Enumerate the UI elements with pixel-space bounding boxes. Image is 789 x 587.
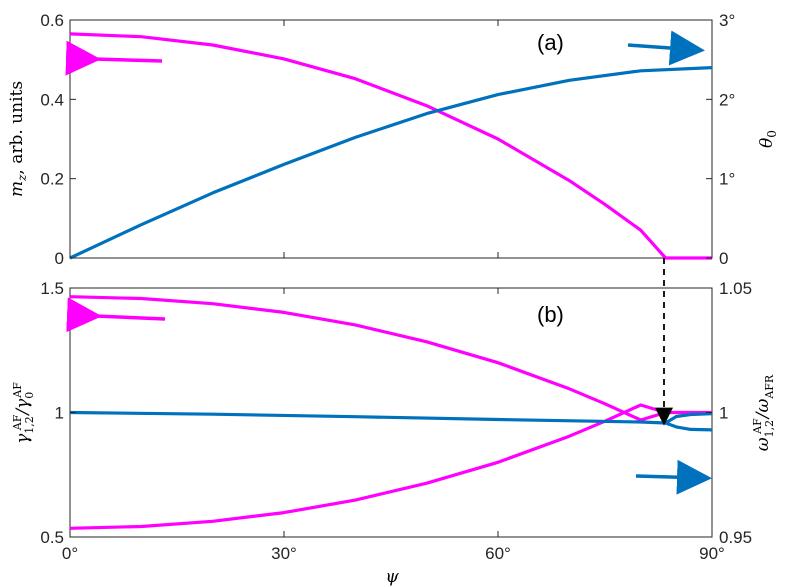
series-line-b-3 (69, 410, 666, 425)
x-tick-label-2: 60° (485, 544, 511, 563)
x-tick-label-0: 0° (62, 544, 78, 563)
panel-a-right-ylabel: θ0 (757, 130, 779, 148)
panel-b-label: (b) (537, 302, 564, 327)
y-tick-label-right-b-1: 1 (719, 404, 728, 423)
y-tick-label-right-b-0: 0.95 (719, 528, 752, 547)
series-line-b-1 (69, 403, 667, 530)
y-tick-label-left-a-2: 0.4 (40, 90, 64, 109)
panel-b-right-arrow (635, 459, 712, 495)
y-tick-label-left-b-2: 1.5 (40, 279, 64, 298)
panel-a-frame (69, 19, 713, 259)
panel-b-left-arrow (66, 297, 166, 333)
panel-a-label: (a) (537, 30, 564, 55)
panel-a-left-arrow (65, 40, 163, 76)
y-tick-label-left-b-0: 0.5 (40, 528, 64, 547)
panel-a: 0 0.2 0.4 0.6 0 1° 2° 3° (a) mz, arb. units θ0 (7, 11, 779, 268)
panel-b: 0° 30° 60° 90° 0.5 1 1.5 0.95 1 1.05 (b) γ1,2AF/γ… (11, 279, 776, 587)
x-axis-label: ψ (385, 567, 399, 587)
x-tick-label-1: 30° (271, 544, 297, 563)
y-tick-label-right-a-0: 0 (719, 249, 728, 268)
y-tick-label-right-a-2: 2° (719, 90, 735, 109)
y-tick-label-right-b-2: 1.05 (719, 279, 752, 298)
series-line-a-0 (69, 32, 712, 260)
y-tick-label-left-a-3: 0.6 (40, 11, 64, 30)
y-tick-label-left-a-0: 0 (55, 249, 64, 268)
panel-a-left-ylabel: mz, arb. units (7, 81, 29, 197)
panel-b-ticks: 0° 30° 60° 90° 0.5 1 1.5 0.95 1 1.05 (40, 279, 752, 563)
x-tick-label-3: 90° (699, 544, 725, 563)
series-line-b-5 (665, 421, 713, 432)
y-tick-label-left-b-1: 1 (55, 404, 64, 423)
panel-b-right-ylabel: ω1,2AF/ωAFR (751, 374, 776, 451)
panel-a-series (69, 32, 713, 260)
y-tick-label-left-a-1: 0.2 (40, 170, 64, 189)
y-tick-label-right-a-3: 3° (719, 11, 735, 30)
series-line-b-0 (69, 295, 667, 422)
series-line-a-1 (69, 66, 713, 260)
y-tick-label-right-a-1: 1° (719, 170, 735, 189)
panel-b-series (69, 295, 713, 530)
panel-a-ticks: 0 0.2 0.4 0.6 0 1° 2° 3° (40, 11, 735, 268)
panel-b-left-ylabel: γ1,2AF/γ0AF (11, 382, 36, 444)
series-line-b-4 (664, 412, 713, 425)
panel-a-right-arrow (627, 30, 705, 66)
